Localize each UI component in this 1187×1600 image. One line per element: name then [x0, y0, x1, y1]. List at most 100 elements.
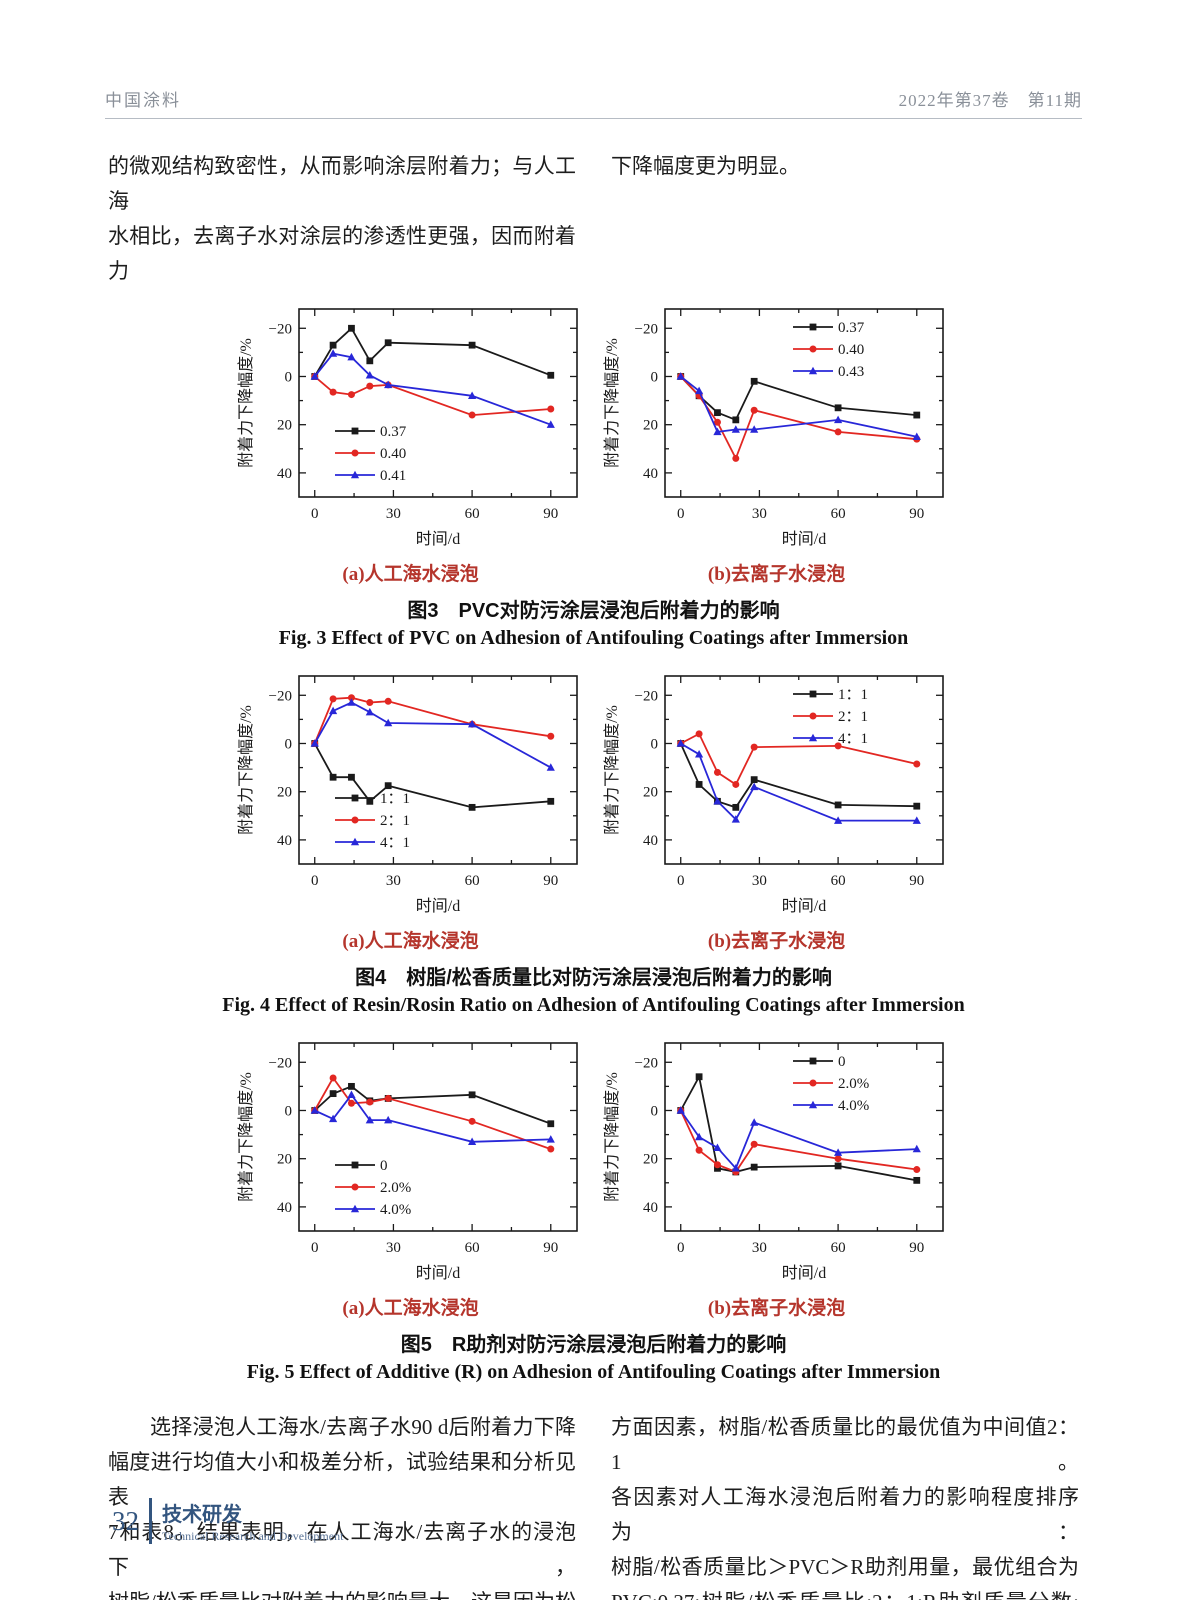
svg-text:4.0%: 4.0%	[838, 1098, 869, 1114]
svg-text:−20: −20	[268, 688, 291, 704]
figure4a-block: 0 30 60 90 −20 0 20 40 1：1 2：1 4：1 时间/d 附着力下降幅度/% (a…	[235, 666, 587, 953]
svg-text:附着力下降幅度/%: 附着力下降幅度/%	[237, 1072, 255, 1202]
text-line: 树脂/松香质量比对附着力的影响最大，这是因为松	[108, 1585, 576, 1600]
svg-text:30: 30	[385, 506, 400, 522]
body-right-column: 方面因素，树脂/松香质量比的最优值为中间值2：1。 各因素对人工海水浸泡后附着力…	[611, 1410, 1079, 1600]
figure5a-block: 0 30 60 90 −20 0 20 40 0 2.0% 4.0% 时间/d 附着力下降幅度/% (a…	[235, 1033, 587, 1320]
svg-text:0: 0	[310, 506, 318, 522]
figure3a-chart: 0 30 60 90 −20 0 20 40 0.37 0.40 0.41 时间/d 附着力下降幅度/%	[235, 299, 587, 557]
svg-text:40: 40	[277, 833, 292, 849]
figure3-row: 0 30 60 90 −20 0 20 40 0.37 0.40 0.41 时间/d 附着力下降幅度/%…	[0, 299, 1187, 586]
figure3b-chart: 0 30 60 90 −20 0 20 40 0.37 0.40 0.43 时间/d 附着力下降幅度/%	[601, 299, 953, 557]
figure4a-chart: 0 30 60 90 −20 0 20 40 1：1 2：1 4：1 时间/d 附着力下降幅度/%	[235, 666, 587, 924]
page-footer: 32 技术研发 Technical Research and Developme…	[112, 1498, 343, 1544]
svg-text:40: 40	[643, 833, 658, 849]
svg-text:0.40: 0.40	[380, 446, 406, 462]
svg-text:时间/d: 时间/d	[781, 897, 825, 915]
svg-text:0: 0	[650, 1103, 658, 1119]
svg-text:30: 30	[751, 506, 766, 522]
page-number: 32	[112, 1505, 139, 1536]
svg-text:0: 0	[284, 1103, 292, 1119]
svg-text:附着力下降幅度/%: 附着力下降幅度/%	[237, 705, 255, 835]
svg-text:60: 60	[464, 873, 479, 889]
svg-text:2.0%: 2.0%	[380, 1180, 411, 1196]
svg-text:2：1: 2：1	[838, 709, 868, 725]
svg-text:时间/d: 时间/d	[415, 530, 459, 548]
figure5b-block: 0 30 60 90 −20 0 20 40 0 2.0% 4.0% 时间/d 附着力下降幅度/% (b…	[601, 1033, 953, 1320]
svg-text:90: 90	[909, 506, 924, 522]
svg-text:60: 60	[464, 1240, 479, 1256]
svg-text:0.37: 0.37	[380, 424, 407, 440]
figure3a-block: 0 30 60 90 −20 0 20 40 0.37 0.40 0.41 时间/d 附着力下降幅度/%…	[235, 299, 587, 586]
svg-text:附着力下降幅度/%: 附着力下降幅度/%	[237, 338, 255, 468]
svg-text:4：1: 4：1	[838, 731, 868, 747]
figure3a-subcaption: (a)人工海水浸泡	[342, 564, 479, 585]
svg-text:−20: −20	[634, 321, 657, 337]
section-name-en: Technical Research and Development	[162, 1529, 344, 1543]
svg-text:40: 40	[643, 1200, 658, 1216]
body-text: 选择浸泡人工海水/去离子水90 d后附着力下降 幅度进行均值大小和极差分析，试验…	[108, 1410, 1079, 1600]
text-line: 的微观结构致密性，从而影响涂层附着力；与人工海	[108, 154, 576, 213]
svg-text:0: 0	[284, 369, 292, 385]
text-line: 方面因素，树脂/松香质量比的最优值为中间值2：1。	[611, 1415, 1079, 1474]
svg-text:附着力下降幅度/%: 附着力下降幅度/%	[603, 1072, 621, 1202]
text-line: 下降幅度更为明显。	[611, 154, 800, 178]
svg-text:40: 40	[643, 466, 658, 482]
svg-text:1：1: 1：1	[838, 687, 868, 703]
svg-text:60: 60	[830, 1240, 845, 1256]
text-line: 树脂/松香质量比＞PVC＞R助剂用量，最优组合为	[611, 1555, 1079, 1579]
figure4-caption-zh: 图4 树脂/松香质量比对防污涂层浸泡后附着力的影响	[355, 967, 832, 989]
figure3-caption-zh: 图3 PVC对防污涂层浸泡后附着力的影响	[407, 600, 780, 622]
text-line: 各因素对人工海水浸泡后附着力的影响程度排序为：	[611, 1485, 1079, 1544]
svg-text:4：1: 4：1	[380, 835, 410, 851]
svg-text:附着力下降幅度/%: 附着力下降幅度/%	[603, 338, 621, 468]
svg-text:40: 40	[277, 1200, 292, 1216]
figure3b-subcaption: (b)去离子水浸泡	[707, 564, 846, 585]
svg-text:−20: −20	[268, 321, 291, 337]
figure4-row: 0 30 60 90 −20 0 20 40 1：1 2：1 4：1 时间/d 附着力下降幅度/% (a…	[0, 666, 1187, 953]
svg-text:60: 60	[830, 873, 845, 889]
svg-text:60: 60	[830, 506, 845, 522]
svg-text:0.37: 0.37	[838, 320, 865, 336]
intro-left-column: 的微观结构致密性，从而影响涂层附着力；与人工海 水相比，去离子水对涂层的渗透性更…	[108, 149, 576, 289]
intro-text: 的微观结构致密性，从而影响涂层附着力；与人工海 水相比，去离子水对涂层的渗透性更…	[108, 149, 1079, 289]
svg-text:0: 0	[310, 873, 318, 889]
footer-divider	[149, 1498, 152, 1544]
svg-text:0: 0	[310, 1240, 318, 1256]
svg-text:0.43: 0.43	[838, 364, 864, 380]
svg-text:时间/d: 时间/d	[415, 1264, 459, 1282]
svg-text:0: 0	[676, 1240, 684, 1256]
figure5b-subcaption: (b)去离子水浸泡	[707, 1298, 846, 1319]
figure5b-chart: 0 30 60 90 −20 0 20 40 0 2.0% 4.0% 时间/d 附着力下降幅度/%	[601, 1033, 953, 1291]
svg-text:0: 0	[676, 873, 684, 889]
svg-text:−20: −20	[268, 1055, 291, 1071]
svg-text:0: 0	[650, 369, 658, 385]
svg-text:30: 30	[751, 1240, 766, 1256]
svg-text:0: 0	[650, 736, 658, 752]
figure4b-block: 0 30 60 90 −20 0 20 40 1：1 2：1 4：1 时间/d 附着力下降幅度/% (b…	[601, 666, 953, 953]
body-left-column: 选择浸泡人工海水/去离子水90 d后附着力下降 幅度进行均值大小和极差分析，试验…	[108, 1410, 576, 1600]
figure3-caption-en: Fig. 3 Effect of PVC on Adhesion of Anti…	[278, 627, 909, 649]
journal-name: 中国涂料	[105, 91, 181, 110]
svg-text:0: 0	[284, 736, 292, 752]
figure5a-chart: 0 30 60 90 −20 0 20 40 0 2.0% 4.0% 时间/d 附着力下降幅度/%	[235, 1033, 587, 1291]
svg-text:0: 0	[838, 1054, 846, 1070]
svg-text:时间/d: 时间/d	[781, 1264, 825, 1282]
svg-text:2：1: 2：1	[380, 813, 410, 829]
figure5a-subcaption: (a)人工海水浸泡	[342, 1298, 479, 1319]
figure4a-subcaption: (a)人工海水浸泡	[342, 931, 479, 952]
figure4-caption-en: Fig. 4 Effect of Resin/Rosin Ratio on Ad…	[222, 994, 965, 1016]
svg-text:60: 60	[464, 506, 479, 522]
svg-text:2.0%: 2.0%	[838, 1076, 869, 1092]
svg-text:0.41: 0.41	[380, 468, 406, 484]
section-name-zh: 技术研发	[162, 1504, 242, 1526]
svg-text:20: 20	[643, 418, 658, 434]
svg-text:20: 20	[277, 785, 292, 801]
svg-text:20: 20	[643, 1152, 658, 1168]
svg-text:−20: −20	[634, 688, 657, 704]
svg-text:时间/d: 时间/d	[415, 897, 459, 915]
figure5-row: 0 30 60 90 −20 0 20 40 0 2.0% 4.0% 时间/d 附着力下降幅度/% (a…	[0, 1033, 1187, 1320]
svg-text:附着力下降幅度/%: 附着力下降幅度/%	[603, 705, 621, 835]
svg-text:90: 90	[909, 873, 924, 889]
